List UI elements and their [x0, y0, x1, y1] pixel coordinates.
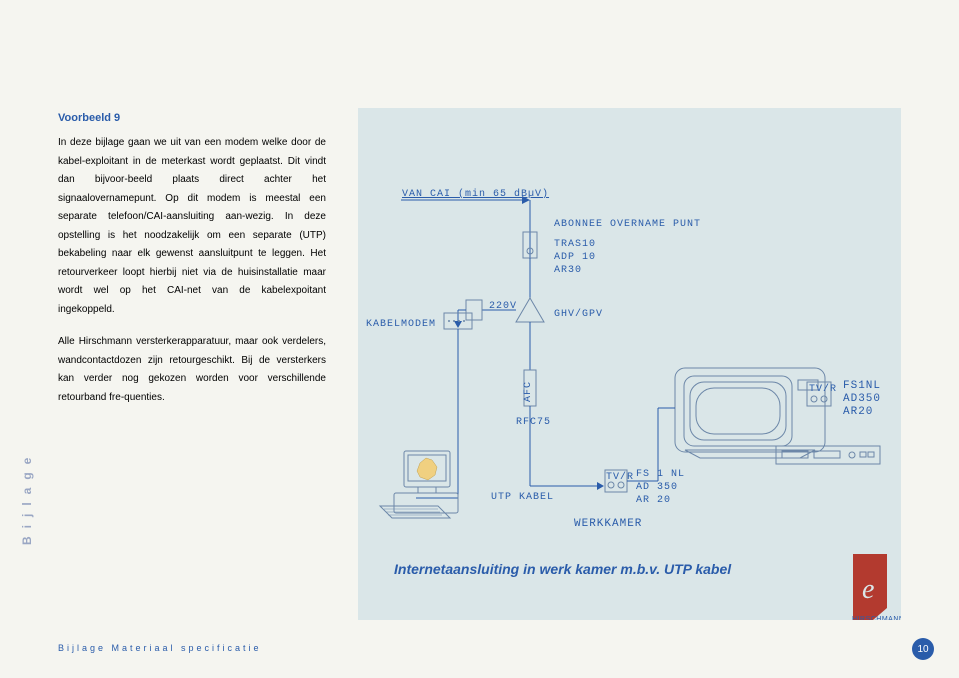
tras-0: TRAS10: [554, 239, 596, 250]
fs2-2: AR20: [843, 406, 873, 418]
paragraph-2: Alle Hirschmann versterkerapparatuur, ma…: [58, 333, 326, 407]
fs2-1: AD350: [843, 393, 881, 405]
werkkamer-label: WERKKAMER: [574, 518, 642, 530]
diagram-caption: Internetaansluiting in werk kamer m.b.v.…: [394, 561, 732, 577]
abonnee-label: ABONNEE OVERNAME PUNT: [554, 219, 701, 230]
svg-text:e: e: [862, 574, 874, 605]
kabelmodem-label: KABELMODEM: [366, 319, 436, 330]
diagram-svg: VAN CAI (min 65 dBµV) ABONNEE OVERNAME P…: [358, 108, 901, 620]
fs2-0: FS1NL: [843, 380, 881, 392]
fs-0: FS 1 NL: [636, 469, 685, 480]
tvr-label-2: TV/R: [809, 383, 837, 395]
rfc-label: RFC75: [516, 417, 551, 428]
v220-label: 220V: [489, 301, 517, 312]
tras-2: AR30: [554, 265, 582, 276]
utp-label: UTP KABEL: [491, 492, 554, 503]
computer-icon: [380, 451, 458, 518]
side-label: Bijlage: [20, 450, 34, 545]
footer-text: Bijlage Materiaal specificatie: [58, 643, 262, 653]
paragraph-1: In deze bijlage gaan we uit van een mode…: [58, 134, 326, 319]
ghv-label: GHV/GPV: [554, 308, 603, 320]
brand-label: HIRSCHMANN: [852, 616, 901, 620]
fs-2: AR 20: [636, 495, 671, 506]
hirschmann-logo: e HIRSCHMANN: [852, 554, 901, 620]
page-number: 10: [912, 638, 934, 660]
afc-label: AFC: [523, 381, 534, 402]
fs-1: AD 350: [636, 482, 678, 493]
vcr-icon: [776, 446, 880, 464]
diagram-panel: VAN CAI (min 65 dBµV) ABONNEE OVERNAME P…: [358, 108, 901, 620]
text-column: Voorbeeld 9 In deze bijlage gaan we uit …: [58, 108, 326, 407]
tras-1: ADP 10: [554, 252, 596, 263]
television-icon: [675, 368, 825, 458]
signal-label: VAN CAI (min 65 dBµV): [402, 188, 549, 200]
example-title: Voorbeeld 9: [58, 108, 326, 128]
